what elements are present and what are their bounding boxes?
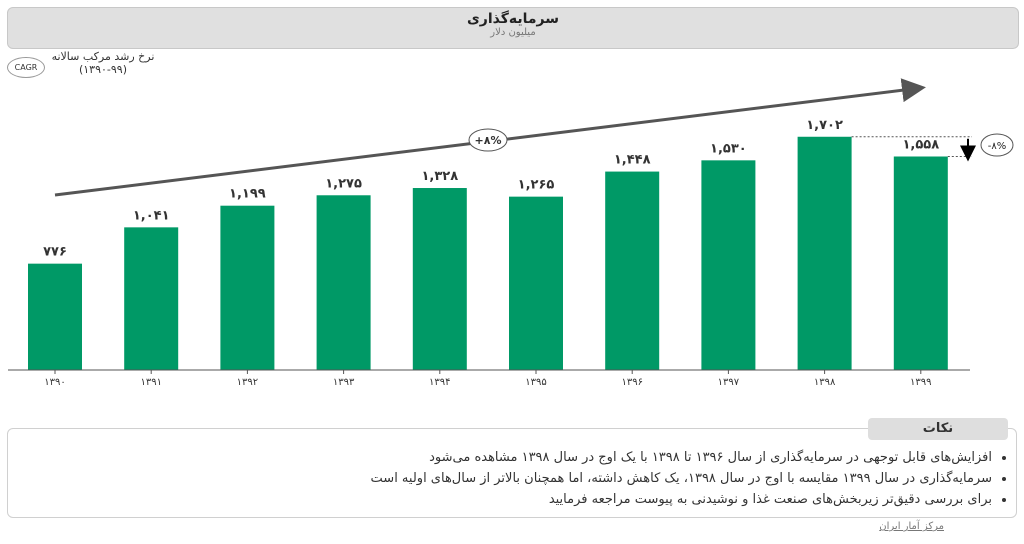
bar <box>701 160 756 370</box>
cagr-label-text: نرخ رشد مرکب سالانه <box>51 50 155 63</box>
x-tick-label: ۱۳۹۵ <box>525 377 546 388</box>
source-link[interactable]: مرکز آمار ایران <box>879 521 944 532</box>
cagr-value: +۸% <box>475 134 502 147</box>
x-tick-label: ۱۳۹۱ <box>140 377 161 388</box>
chart-header: سرمایه‌گذاری میلیون دلار <box>7 7 1019 49</box>
notes-list: افزایش‌های قابل توجهی در سرمایه‌گذاری از… <box>371 447 1006 510</box>
x-tick-label: ۱۳۹۲ <box>237 377 258 388</box>
bar <box>220 205 275 370</box>
data-label: ۱,۲۶۵ <box>518 178 555 193</box>
data-label: ۱,۱۹۹ <box>229 187 266 202</box>
chart-subtitle: میلیون دلار <box>490 27 536 38</box>
x-tick-label: ۱۳۹۴ <box>429 377 450 388</box>
x-tick-label: ۱۳۹۸ <box>814 377 836 388</box>
note-item: برای بررسی دقیق‌تر زیربخش‌های صنعت غذا و… <box>371 489 992 510</box>
cagr-value-ellipse <box>468 128 508 152</box>
data-label: ۱,۵۳۰ <box>710 141 747 156</box>
bar <box>28 263 82 370</box>
bar <box>893 156 948 370</box>
chart-title: سرمایه‌گذاری <box>466 11 560 27</box>
cagr-label: نرخ رشد مرکب سالانه (۱۳۹۰-۹۹) <box>48 50 158 76</box>
x-tick-label: ۱۳۹۳ <box>333 377 355 388</box>
x-tick-label: ۱۳۹۰ <box>44 377 65 388</box>
cagr-period: (۱۳۹۰-۹۹) <box>78 63 127 76</box>
data-label: ۱,۵۵۸ <box>902 137 939 152</box>
data-label: ۱,۰۴۱ <box>133 208 170 223</box>
change-ellipse <box>980 133 1014 157</box>
data-label: ۱,۷۰۲ <box>806 118 843 133</box>
x-tick-label: ۱۳۹۹ <box>910 377 931 388</box>
data-label: ۷۷۶ <box>43 245 67 260</box>
bar <box>605 171 660 370</box>
bar <box>316 195 371 370</box>
note-item: افزایش‌های قابل توجهی در سرمایه‌گذاری از… <box>371 447 992 468</box>
data-label: ۱,۴۴۸ <box>614 153 651 168</box>
bar-chart: ۷۷۶ ۱۳۹۰ ۱,۰۴۱ ۱۳۹۱ ۱,۱۹۹ ۱۳۹۲ ۱,۲۷۵ ۱۳۹۳ ۱,۳۲۸ ۱… <box>8 78 1014 388</box>
bar <box>412 188 467 370</box>
notes-panel: نکات افزایش‌های قابل توجهی در سرمایه‌گذا… <box>7 418 1017 518</box>
bar <box>124 227 179 370</box>
change-value: -۸% <box>988 141 1006 152</box>
data-label: ۱,۳۲۸ <box>421 169 458 184</box>
x-tick-label: ۱۳۹۷ <box>718 377 740 388</box>
cagr-badge: CAGR <box>7 57 45 78</box>
notes-title: نکات <box>868 418 1008 440</box>
x-tick-label: ۱۳۹۶ <box>621 377 642 388</box>
note-item: سرمایه‌گذاری در سال ۱۳۹۹ مقایسه با اوج د… <box>371 468 992 489</box>
bar <box>797 136 852 370</box>
data-label: ۱,۲۷۵ <box>325 176 362 191</box>
bar <box>509 196 563 370</box>
